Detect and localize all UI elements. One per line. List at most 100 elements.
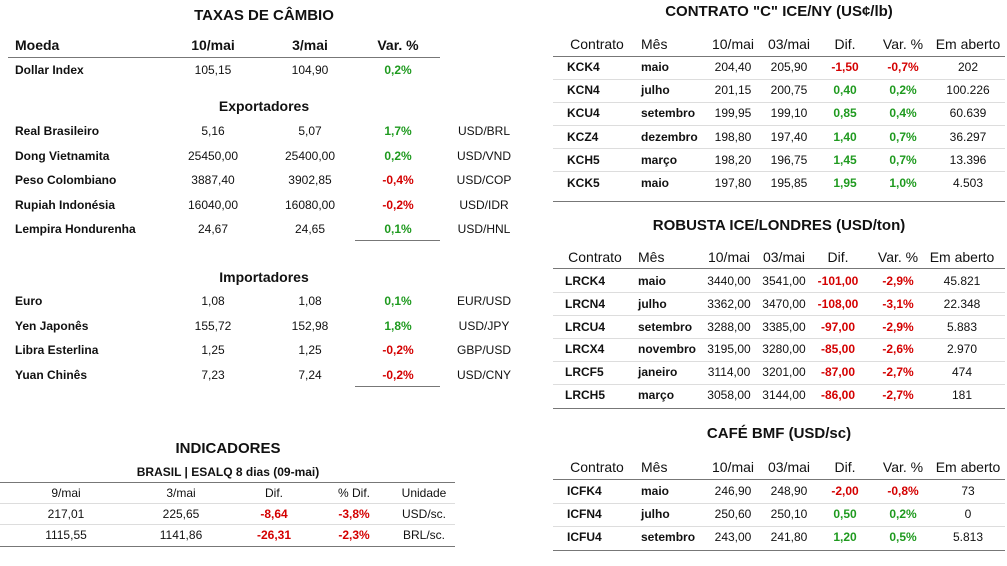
cell: 204,40	[714, 60, 752, 74]
group-title: Importadores	[219, 269, 309, 285]
row-label: KCH5	[567, 152, 600, 167]
row-rule	[553, 383, 1005, 385]
column-header: Mês	[641, 459, 668, 475]
cell: USD/JPY	[458, 318, 510, 333]
cell: 2.970	[946, 342, 978, 357]
cell: USD/sc.	[401, 507, 447, 521]
cell: 1,40	[833, 129, 857, 144]
cell: 36.297	[949, 129, 987, 144]
cell: 60.639	[949, 106, 987, 121]
row-label: Rupiah Indonésia	[15, 197, 116, 212]
cell: -3,8%	[338, 507, 370, 521]
row-rule	[553, 148, 1005, 150]
column-header: 3/mai	[292, 37, 328, 53]
cell: 198,20	[714, 152, 752, 167]
row-label: Dong Vietnamita	[15, 148, 110, 163]
cell: 0,2%	[384, 148, 412, 163]
row-rule	[553, 171, 1005, 173]
cell: 243,00	[714, 530, 752, 544]
cell: 199,95	[714, 106, 752, 121]
cell: 202	[957, 60, 979, 74]
cell: -2,6%	[882, 342, 914, 357]
row-rule	[553, 101, 1005, 103]
cell: -3,1%	[882, 296, 914, 311]
cell: 198,80	[714, 129, 752, 144]
row-label: KCN4	[567, 83, 600, 98]
cell: 5.813	[952, 530, 984, 544]
cell: 217,01	[47, 507, 85, 521]
cell: 0,85	[833, 106, 857, 121]
row-label: Real Brasileiro	[15, 124, 100, 138]
cell: 25400,00	[284, 148, 336, 163]
column-header: Dif.	[827, 249, 849, 265]
cell: 0,1%	[384, 294, 412, 308]
column-header: Var. %	[882, 459, 924, 475]
cell: 201,15	[714, 83, 752, 98]
row-label: Peso Colombiano	[15, 173, 117, 187]
cell: 5,16	[201, 124, 225, 138]
row-label: LRCX4	[565, 342, 605, 357]
column-header: Unidade	[401, 486, 447, 500]
cell: -86,00	[820, 388, 856, 402]
cell: maio	[641, 60, 670, 74]
cell: 16080,00	[284, 197, 336, 212]
row-label: KCK5	[567, 176, 600, 190]
row-label: ICFU4	[567, 530, 602, 544]
cell: 1,0%	[889, 176, 917, 190]
cell: 1,8%	[384, 318, 412, 333]
cell: 1,95	[833, 176, 857, 190]
row-label: Euro	[15, 294, 43, 308]
cell: USD/HNL	[457, 222, 511, 236]
cell: BRL/sc.	[402, 528, 446, 542]
cell: 3470,00	[762, 296, 806, 311]
section-title: TAXAS DE CÂMBIO	[194, 7, 334, 24]
cell: 3385,00	[762, 319, 806, 334]
cell: 152,98	[291, 318, 329, 333]
column-header: % Dif.	[337, 486, 371, 500]
cell: USD/CNY	[456, 368, 512, 383]
cell: -2,9%	[882, 319, 914, 334]
column-header: Mês	[641, 36, 668, 52]
cell: 22.348	[943, 296, 981, 311]
cell: 3902,85	[288, 173, 332, 187]
cell: 3058,00	[707, 388, 751, 402]
row-rule	[553, 502, 1005, 504]
cell: 246,90	[714, 484, 752, 498]
cell: 205,90	[770, 60, 808, 74]
cell: -0,2%	[382, 368, 414, 383]
cell: novembro	[638, 342, 697, 357]
cell: março	[641, 152, 678, 167]
cell: 24,65	[294, 222, 326, 236]
rule	[355, 240, 440, 241]
row-label: ICFK4	[567, 484, 602, 498]
cell: -2,00	[831, 484, 859, 498]
cell: 3195,00	[707, 342, 751, 357]
cell: 1,08	[298, 294, 322, 308]
cell: 250,60	[714, 507, 752, 521]
section-title: CONTRATO "C" ICE/NY (US¢/lb)	[665, 3, 893, 20]
column-header: Contrato	[570, 459, 624, 475]
cell: 0,4%	[889, 106, 917, 121]
cell: 1115,55	[45, 528, 87, 542]
row-rule	[0, 503, 455, 504]
cell: 7,23	[201, 368, 225, 383]
cell: -2,9%	[882, 274, 914, 288]
cell: 0,40	[833, 83, 857, 98]
cell: 197,80	[714, 176, 752, 190]
cell: 16040,00	[187, 197, 239, 212]
row-label: Yen Japonês	[15, 318, 89, 333]
rule	[553, 56, 1005, 57]
cell: 225,65	[162, 507, 200, 521]
section-title: CAFÉ BMF (USD/sc)	[706, 425, 852, 442]
cell: 105,15	[194, 63, 232, 77]
cell: julho	[641, 83, 670, 98]
row-label: LRCK4	[565, 274, 606, 288]
row-label: LRCN4	[565, 296, 606, 311]
cell: 3440,00	[707, 274, 751, 288]
row-rule	[553, 78, 1005, 80]
cell: -0,8%	[887, 484, 919, 498]
cell: -2,7%	[882, 388, 914, 402]
cell: 104,90	[291, 63, 329, 77]
rule	[553, 408, 1005, 409]
